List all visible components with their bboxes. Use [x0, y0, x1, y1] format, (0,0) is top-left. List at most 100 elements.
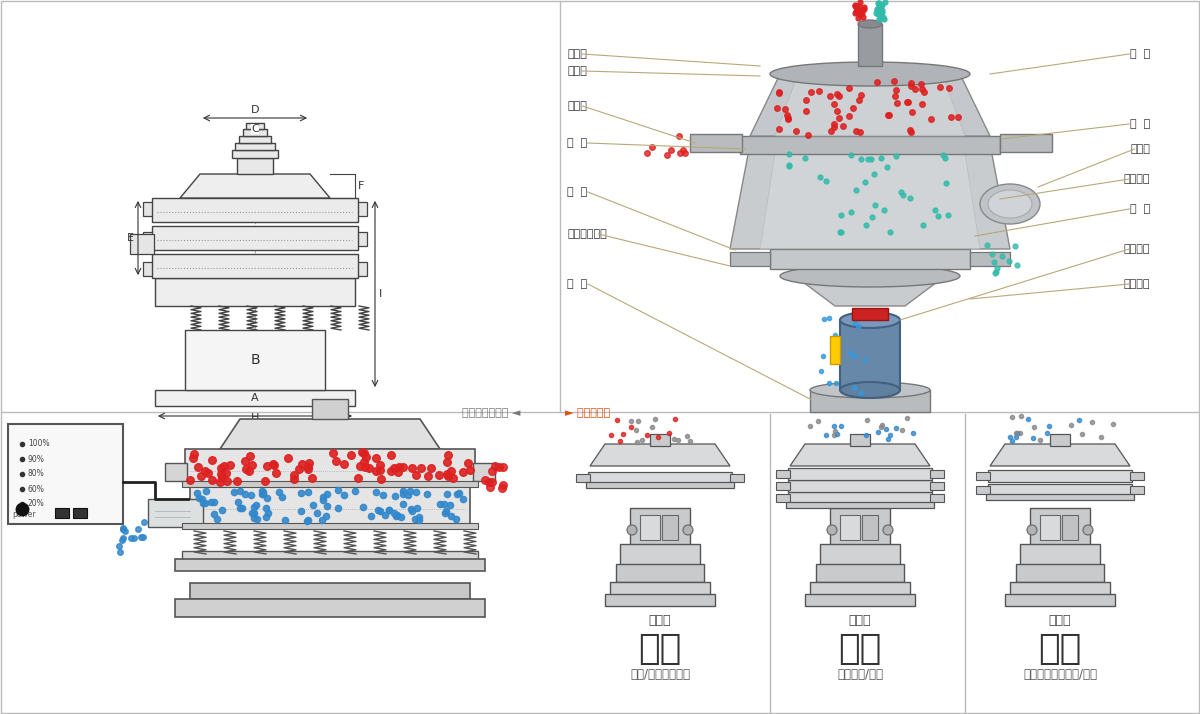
- Text: 100%: 100%: [28, 440, 49, 448]
- Bar: [576, 474, 590, 482]
- Text: 运输固定螺栓: 运输固定螺栓: [568, 229, 607, 239]
- Text: H: H: [251, 413, 259, 423]
- Bar: [690, 134, 742, 152]
- Bar: [986, 494, 1134, 500]
- Bar: [988, 470, 1132, 482]
- Bar: [235, 143, 275, 150]
- Ellipse shape: [810, 382, 930, 398]
- Bar: [976, 486, 990, 494]
- Bar: [970, 252, 1010, 266]
- Bar: [1062, 515, 1078, 540]
- Bar: [1030, 508, 1090, 546]
- Bar: [175, 599, 485, 617]
- Bar: [182, 551, 478, 561]
- Bar: [850, 434, 870, 446]
- Bar: [776, 470, 790, 478]
- Bar: [349, 262, 367, 276]
- Text: B: B: [250, 353, 260, 367]
- Text: 去除异物/结块: 去除异物/结块: [838, 668, 883, 681]
- Bar: [816, 564, 904, 582]
- Bar: [786, 502, 934, 508]
- Text: 去除液体中的颗粒/异物: 去除液体中的颗粒/异物: [1022, 668, 1097, 681]
- Polygon shape: [590, 444, 730, 466]
- Bar: [740, 136, 1000, 154]
- Bar: [1130, 486, 1144, 494]
- Bar: [662, 515, 678, 540]
- Text: 单层式: 单层式: [649, 614, 671, 627]
- Text: 进料口: 进料口: [568, 49, 587, 59]
- Text: 加重块: 加重块: [1130, 144, 1150, 154]
- Bar: [1050, 434, 1070, 446]
- Bar: [238, 158, 274, 174]
- Text: 出料口: 出料口: [568, 101, 587, 111]
- Bar: [930, 482, 944, 490]
- Polygon shape: [220, 419, 440, 449]
- Bar: [130, 234, 154, 254]
- Bar: [620, 544, 700, 566]
- Bar: [788, 480, 932, 492]
- Bar: [588, 472, 732, 484]
- Bar: [55, 508, 70, 518]
- Text: C: C: [251, 124, 259, 134]
- Text: 筛  盘: 筛 盘: [1129, 204, 1150, 214]
- Text: 除杂: 除杂: [1038, 632, 1081, 666]
- Bar: [770, 249, 970, 269]
- Bar: [1020, 544, 1100, 566]
- Bar: [730, 474, 744, 482]
- Text: ► 结构示意图: ► 结构示意图: [565, 408, 610, 418]
- Bar: [152, 198, 358, 222]
- Bar: [650, 434, 670, 446]
- Bar: [185, 330, 325, 390]
- Polygon shape: [760, 154, 980, 249]
- Text: D: D: [251, 105, 259, 115]
- Text: 颗粒/粉末准确分级: 颗粒/粉末准确分级: [630, 668, 690, 681]
- Ellipse shape: [1084, 525, 1093, 535]
- Polygon shape: [730, 144, 1010, 249]
- Text: 20%: 20%: [28, 500, 44, 508]
- Bar: [1010, 582, 1110, 596]
- Ellipse shape: [770, 62, 970, 86]
- Bar: [242, 129, 266, 136]
- Text: E: E: [127, 233, 134, 243]
- Bar: [190, 583, 470, 599]
- Bar: [610, 582, 710, 596]
- Text: 外形尺寸示意图 ◄: 外形尺寸示意图 ◄: [462, 408, 520, 418]
- Bar: [148, 499, 203, 527]
- Ellipse shape: [628, 525, 637, 535]
- Bar: [1130, 472, 1144, 480]
- Bar: [152, 254, 358, 278]
- Ellipse shape: [883, 525, 893, 535]
- Bar: [73, 508, 88, 518]
- Bar: [1016, 564, 1104, 582]
- Text: 防尘盖: 防尘盖: [568, 66, 587, 76]
- Bar: [8, 424, 124, 524]
- Text: 三层式: 三层式: [848, 614, 871, 627]
- Bar: [776, 482, 790, 490]
- Bar: [190, 486, 470, 524]
- Polygon shape: [990, 444, 1130, 466]
- Bar: [852, 308, 888, 320]
- Ellipse shape: [780, 265, 960, 287]
- Polygon shape: [180, 174, 330, 198]
- Ellipse shape: [1027, 525, 1037, 535]
- Text: 束  环: 束 环: [568, 138, 587, 148]
- Bar: [152, 226, 358, 250]
- Bar: [776, 494, 790, 502]
- Bar: [182, 481, 478, 487]
- Bar: [830, 508, 890, 546]
- Bar: [155, 390, 355, 406]
- Bar: [830, 336, 840, 364]
- Text: 筛  网: 筛 网: [1129, 49, 1150, 59]
- Text: 振动电机: 振动电机: [1123, 244, 1150, 254]
- Ellipse shape: [827, 525, 838, 535]
- Ellipse shape: [980, 184, 1040, 224]
- Bar: [166, 463, 187, 481]
- Bar: [143, 232, 161, 246]
- Text: 90%: 90%: [28, 455, 44, 463]
- Bar: [840, 515, 860, 540]
- Text: 过滤: 过滤: [839, 632, 882, 666]
- Bar: [239, 136, 271, 143]
- Bar: [586, 482, 734, 488]
- Bar: [805, 594, 916, 606]
- Bar: [810, 390, 930, 412]
